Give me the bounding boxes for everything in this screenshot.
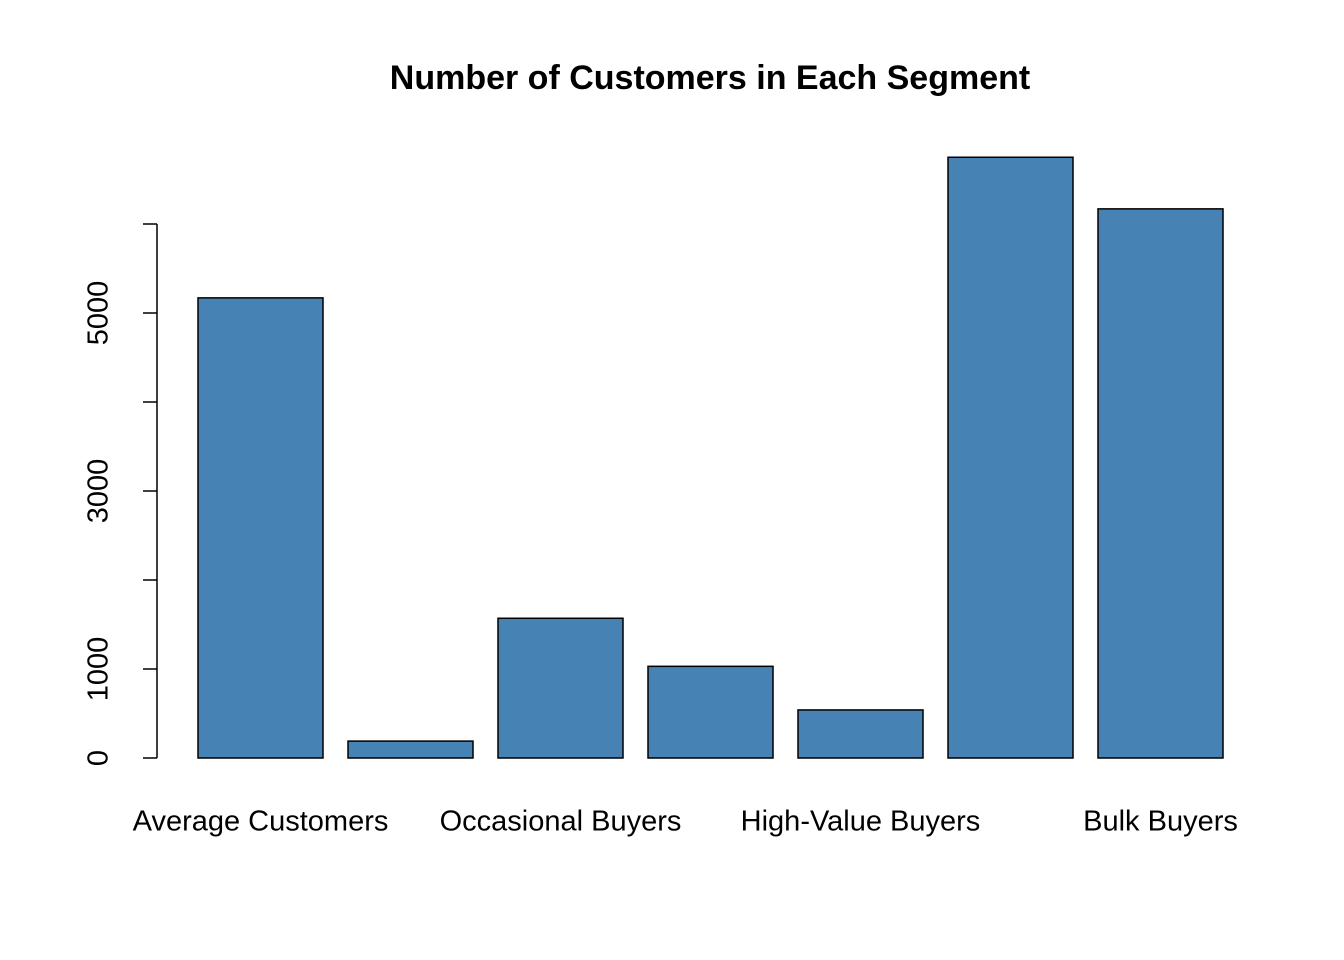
y-tick-label: 3000 [83, 459, 115, 524]
y-tick-label: 5000 [83, 281, 115, 346]
bar [797, 709, 924, 759]
chart-title: Number of Customers in Each Segment [390, 59, 1030, 97]
y-tick-label: 0 [83, 750, 115, 766]
x-tick-label: Occasional Buyers [440, 806, 682, 838]
bar [197, 297, 324, 759]
x-tick-label: High-Value Buyers [741, 806, 981, 838]
x-tick-label: Average Customers [133, 806, 389, 838]
bar [647, 665, 774, 759]
bar [1097, 208, 1224, 759]
y-tick-label: 1000 [83, 637, 115, 702]
bar [947, 156, 1074, 759]
x-tick-label: Bulk Buyers [1083, 806, 1238, 838]
bar [347, 740, 474, 759]
bar [497, 617, 624, 759]
